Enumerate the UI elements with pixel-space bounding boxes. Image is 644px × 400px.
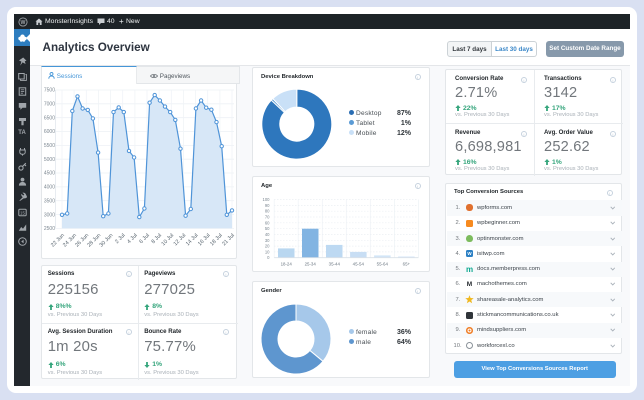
svg-text:20: 20 <box>265 244 270 249</box>
svg-text:30: 30 <box>265 238 270 243</box>
svg-text:35-44: 35-44 <box>329 262 341 267</box>
svg-text:45-54: 45-54 <box>353 262 365 267</box>
svg-text:6500: 6500 <box>44 115 55 121</box>
svg-text:60: 60 <box>265 220 270 225</box>
svg-text:7000: 7000 <box>44 102 55 108</box>
svg-text:2500: 2500 <box>44 226 55 232</box>
svg-text:90: 90 <box>265 203 270 208</box>
svg-text:18-24: 18-24 <box>281 262 293 267</box>
svg-text:100: 100 <box>263 197 271 202</box>
svg-text:12 Jul: 12 Jul <box>173 233 188 248</box>
svg-text:6000: 6000 <box>44 129 55 135</box>
svg-text:W: W <box>20 20 25 26</box>
svg-text:3500: 3500 <box>44 198 55 204</box>
svg-text:7500: 7500 <box>44 88 55 94</box>
svg-text:55-64: 55-64 <box>377 262 389 267</box>
svg-text:40: 40 <box>265 232 270 237</box>
svg-text:30 Jun: 30 Jun <box>99 233 115 249</box>
svg-text:70: 70 <box>265 215 270 220</box>
svg-text:10 Jul: 10 Jul <box>161 233 176 248</box>
svg-text:80: 80 <box>265 209 270 214</box>
svg-text:4000: 4000 <box>44 185 55 191</box>
svg-text:21 Jul: 21 Jul <box>221 233 236 248</box>
svg-text:3000: 3000 <box>44 212 55 218</box>
svg-text:5000: 5000 <box>44 157 55 163</box>
svg-text:18 Jul: 18 Jul <box>209 233 224 248</box>
svg-text:6 Jul: 6 Jul <box>138 233 150 245</box>
svg-text:16 Jul: 16 Jul <box>197 233 212 248</box>
svg-text:10: 10 <box>265 249 270 254</box>
svg-text:5500: 5500 <box>44 143 55 149</box>
svg-text:14 Jul: 14 Jul <box>185 233 200 248</box>
svg-text:25-34: 25-34 <box>305 262 317 267</box>
svg-text:4500: 4500 <box>44 171 55 177</box>
svg-text:50: 50 <box>265 226 270 231</box>
svg-text:2 Jul: 2 Jul <box>114 233 126 245</box>
svg-text:15: 15 <box>20 210 25 215</box>
svg-text:65+: 65+ <box>403 262 411 267</box>
svg-text:4 Jul: 4 Jul <box>126 233 138 245</box>
svg-text:0: 0 <box>267 255 270 260</box>
